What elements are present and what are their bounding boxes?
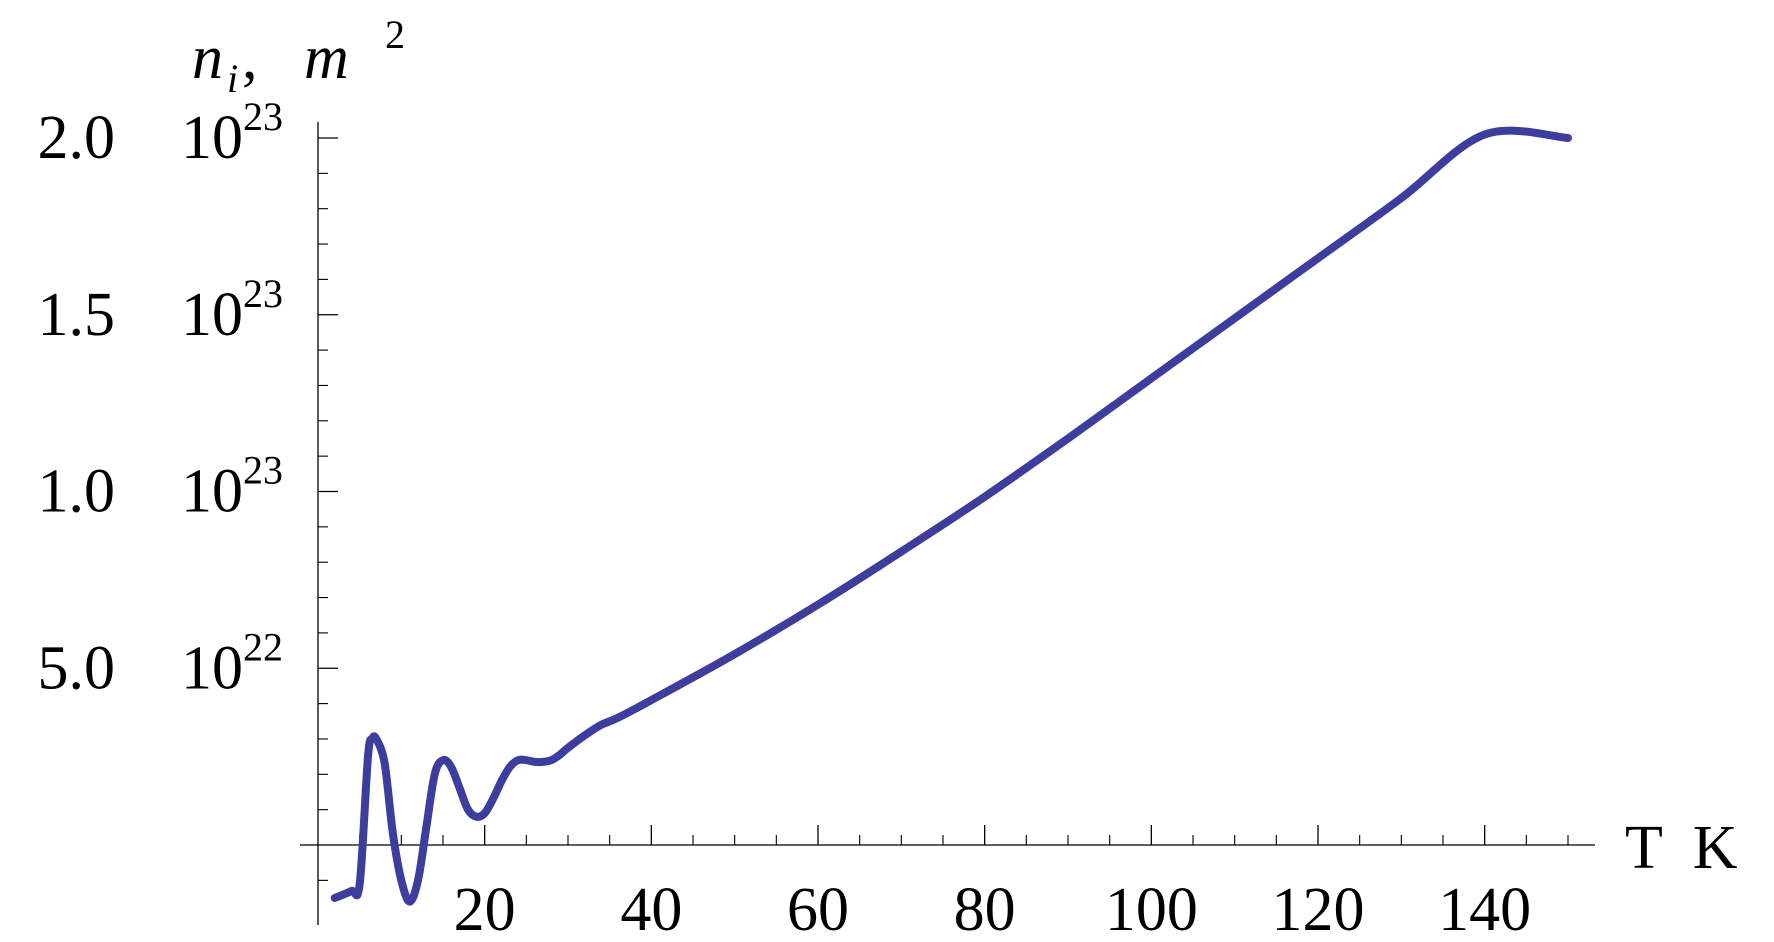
y-tick-label: 2.0 10 23: [38, 94, 284, 172]
x-tick-label: 40: [620, 876, 682, 942]
x-axis-label: T K: [1625, 814, 1738, 882]
y-tick-exponent: 22: [243, 624, 283, 669]
y-axis-label-comma: ,: [242, 24, 258, 92]
ticks-layer: [318, 137, 1569, 881]
y-tick-base: 10: [181, 458, 243, 526]
y-tick-label: 5.0 10 22: [38, 624, 284, 702]
y-axis-label-var: n: [192, 24, 223, 92]
x-tick-label: 80: [954, 876, 1016, 942]
x-tick-label: 140: [1438, 876, 1531, 942]
y-tick-mantissa: 1.0: [38, 458, 116, 526]
y-axis-label-sup: 2: [385, 12, 405, 57]
y-tick-exponent: 23: [243, 94, 283, 139]
y-axis-label-unit: m: [304, 24, 349, 92]
y-axis-label: n i , m 2: [192, 12, 405, 101]
y-tick-exponent: 23: [243, 448, 283, 493]
x-tick-label: 120: [1272, 876, 1365, 942]
y-tick-base: 10: [181, 281, 243, 349]
y-axis-label-sub: i: [227, 56, 238, 101]
y-tick-exponent: 23: [243, 271, 283, 316]
y-tick-mantissa: 5.0: [38, 634, 116, 702]
y-tick-base: 10: [181, 634, 243, 702]
x-tick-label: 60: [787, 876, 849, 942]
y-tick-label: 1.0 10 23: [38, 448, 284, 526]
y-tick-mantissa: 1.5: [38, 281, 116, 349]
y-tick-base: 10: [181, 104, 243, 172]
x-tick-label: 20: [454, 876, 516, 942]
y-tick-mantissa: 2.0: [38, 104, 116, 172]
y-tick-label: 1.5 10 23: [38, 271, 284, 349]
series-line: [330, 126, 1572, 906]
x-tick-label: 100: [1105, 876, 1198, 942]
